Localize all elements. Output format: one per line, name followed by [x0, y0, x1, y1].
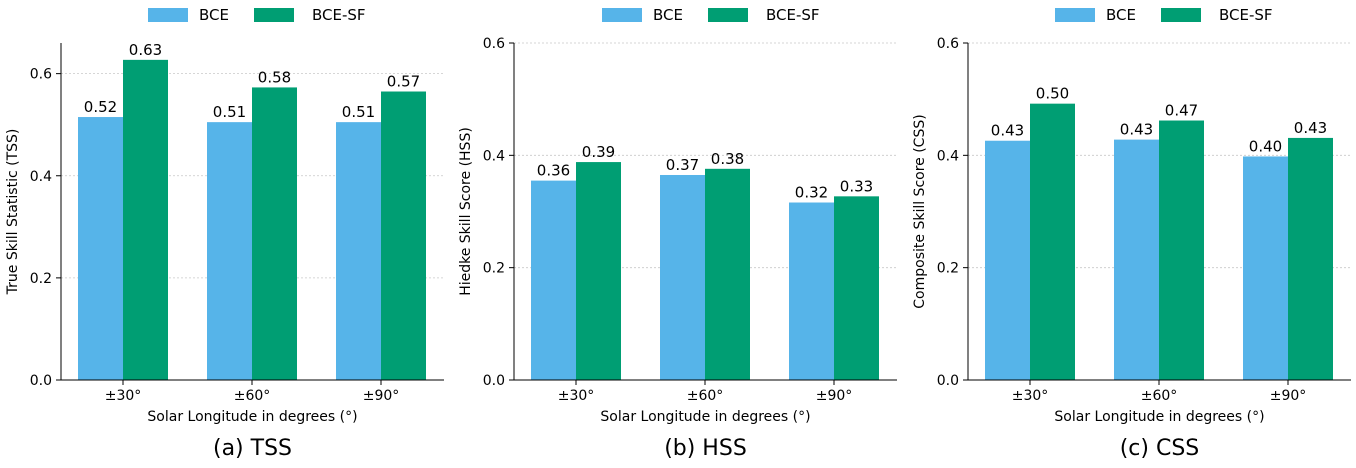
- y-tick-label: 0.2: [483, 261, 505, 277]
- x-tick-label: ±90°: [816, 388, 853, 404]
- data-label: 0.52: [84, 98, 117, 116]
- y-tick-label: 0.4: [937, 148, 959, 164]
- bar-bce: [985, 140, 1030, 380]
- data-label: 0.63: [129, 41, 162, 59]
- data-label: 0.40: [1249, 137, 1282, 155]
- y-tick-label: 0.0: [483, 373, 505, 389]
- y-tick-label: 0.6: [30, 67, 52, 83]
- legend: BCE BCE-SF: [148, 6, 366, 24]
- x-tick-label: ±30°: [1012, 388, 1049, 404]
- data-label: 0.51: [342, 103, 375, 121]
- y-tick-label: 0.4: [483, 148, 505, 164]
- legend-swatch-bce-sf: [254, 8, 294, 22]
- y-tick-label: 0.0: [937, 373, 959, 389]
- legend: BCE BCE-SF: [1055, 6, 1273, 24]
- data-label: 0.33: [840, 177, 873, 195]
- y-axis-label: True Skill Statistic (TSS): [5, 129, 21, 296]
- bar-bce-sf: [705, 168, 750, 380]
- x-tick-label: ±90°: [363, 388, 400, 404]
- x-tick-label: ±90°: [1270, 388, 1307, 404]
- data-label: 0.58: [258, 68, 291, 86]
- legend-label: BCE: [199, 6, 229, 24]
- data-label: 0.43: [1294, 119, 1327, 137]
- legend-swatch-bce: [602, 8, 642, 22]
- bar-bce: [789, 202, 834, 380]
- y-tick-label: 0.0: [30, 373, 52, 389]
- bar-bce: [660, 174, 705, 380]
- data-label: 0.38: [711, 150, 744, 168]
- bar-bce-sf: [1030, 103, 1075, 380]
- panel-caption: (c) CSS: [1120, 436, 1200, 461]
- legend-swatch-bce-sf: [1161, 8, 1201, 22]
- x-tick-label: ±60°: [1141, 388, 1178, 404]
- x-axis-label: Solar Longitude in degrees (°): [600, 409, 810, 425]
- bar-bce-sf: [252, 87, 297, 380]
- y-tick-label: 0.2: [30, 271, 52, 287]
- legend-swatch-bce: [1055, 8, 1095, 22]
- bar-bce-sf: [834, 196, 879, 380]
- y-tick-label: 0.6: [937, 36, 959, 52]
- x-tick-label: ±60°: [687, 388, 724, 404]
- bar-bce-sf: [1288, 137, 1333, 380]
- data-label: 0.43: [1120, 121, 1153, 139]
- bar-bce: [78, 117, 123, 381]
- y-tick-label: 0.6: [483, 36, 505, 52]
- bar-bce: [1114, 139, 1159, 380]
- bar-bce: [207, 122, 252, 381]
- bar-bce: [531, 180, 576, 380]
- bar-bce-sf: [123, 59, 168, 380]
- legend-label: BCE-SF: [312, 6, 366, 24]
- x-tick-label: ±30°: [105, 388, 142, 404]
- data-label: 0.39: [582, 143, 615, 161]
- chart-panel-1: BCE BCE-SF 0.0 0.2 0.4 0.6 0.52 0.63 ±30° 0.51 0.5…: [5, 6, 444, 461]
- legend-label: BCE-SF: [766, 6, 820, 24]
- panel-caption: (b) HSS: [664, 436, 747, 461]
- data-label: 0.32: [795, 184, 828, 202]
- bar-bce: [1243, 156, 1288, 380]
- x-axis-label: Solar Longitude in degrees (°): [1054, 409, 1264, 425]
- legend-label: BCE: [1106, 6, 1136, 24]
- y-axis-label: Composite Skill Score (CSS): [912, 114, 928, 308]
- bar-bce-sf: [576, 162, 621, 380]
- y-tick-label: 0.4: [30, 169, 52, 185]
- data-label: 0.43: [991, 122, 1024, 140]
- chart-panel-3: BCE BCE-SF 0.0 0.2 0.4 0.6 0.43 0.50 ±30° 0.43 0.4…: [912, 6, 1351, 461]
- legend-label: BCE-SF: [1219, 6, 1273, 24]
- y-tick-label: 0.2: [937, 261, 959, 277]
- bar-bce-sf: [381, 91, 426, 381]
- x-axis-label: Solar Longitude in degrees (°): [147, 409, 357, 425]
- x-tick-label: ±60°: [234, 388, 271, 404]
- legend-swatch-bce: [148, 8, 188, 22]
- data-label: 0.37: [666, 156, 699, 174]
- x-tick-label: ±30°: [558, 388, 595, 404]
- legend-label: BCE: [653, 6, 683, 24]
- panel-caption: (a) TSS: [213, 436, 292, 461]
- data-label: 0.47: [1165, 102, 1198, 120]
- chart-panel-2: BCE BCE-SF 0.0 0.2 0.4 0.6 0.36 0.39 ±30° 0.37 0.3…: [458, 6, 897, 461]
- data-label: 0.57: [387, 73, 420, 91]
- bar-bce-sf: [1159, 120, 1204, 380]
- bar-bce: [336, 122, 381, 381]
- legend-swatch-bce-sf: [708, 8, 748, 22]
- legend: BCE BCE-SF: [602, 6, 820, 24]
- data-label: 0.36: [537, 162, 570, 180]
- y-axis-label: Hiedke Skill Score (HSS): [458, 127, 474, 296]
- data-label: 0.51: [213, 103, 246, 121]
- data-label: 0.50: [1036, 85, 1069, 103]
